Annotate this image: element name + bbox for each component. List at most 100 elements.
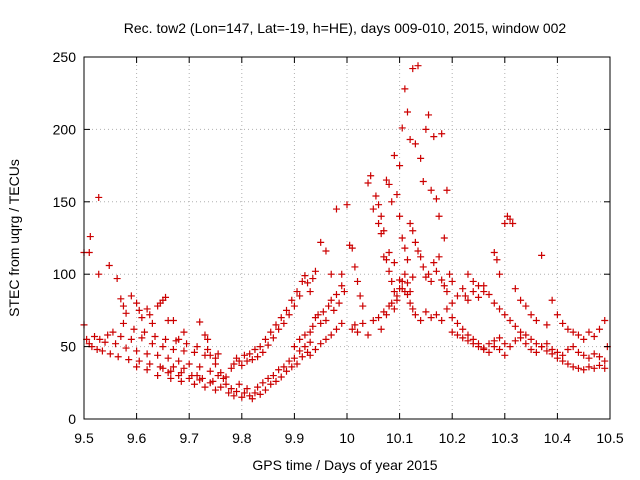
data-point [475, 282, 482, 290]
data-point [301, 343, 309, 351]
data-point [317, 319, 325, 327]
data-point [601, 364, 609, 372]
data-point [490, 248, 498, 256]
data-point [388, 198, 396, 206]
data-point [532, 317, 540, 325]
data-point [143, 350, 151, 358]
data-point [382, 256, 390, 264]
y-axis-ticks: 0 50 100 150 200 250 [53, 49, 610, 427]
data-point [193, 372, 201, 380]
data-point [127, 292, 135, 300]
data-point [359, 319, 367, 327]
data-point [422, 308, 430, 316]
data-point [196, 318, 204, 326]
data-point [338, 319, 346, 327]
data-point [538, 251, 546, 259]
data-point [403, 256, 411, 264]
data-point [511, 337, 519, 345]
data-point [425, 270, 433, 278]
x-axis-ticks: 9.5 9.6 9.7 9.8 9.9 10 10.1 10.2 10.3 10.4 10.5 [74, 57, 624, 446]
data-point [490, 337, 498, 345]
data-point [293, 288, 301, 296]
data-point [180, 347, 188, 355]
chart-title: Rec. tow2 (Lon=147, Lat=-19, h=HE), days… [124, 20, 567, 36]
data-point [432, 311, 440, 319]
data-point [419, 178, 427, 186]
data-point [522, 302, 530, 310]
data-point [133, 299, 141, 307]
data-point [527, 335, 535, 343]
data-point [175, 372, 183, 380]
data-point [246, 350, 254, 358]
data-point [261, 335, 269, 343]
data-point [175, 335, 183, 343]
data-point [509, 220, 517, 228]
data-point [409, 227, 417, 235]
data-point [261, 386, 269, 394]
data-point [448, 277, 456, 285]
x-tick-label: 10.5 [596, 430, 623, 446]
data-point [304, 279, 312, 287]
data-point [382, 311, 390, 319]
data-point [406, 220, 414, 228]
data-point [269, 372, 277, 380]
data-point [330, 306, 338, 314]
data-point [193, 343, 201, 351]
data-point [238, 393, 246, 401]
data-point [288, 363, 296, 371]
data-point [180, 364, 188, 372]
data-point [446, 270, 454, 278]
data-point [490, 299, 498, 307]
data-point [401, 85, 409, 93]
y-tick-label: 150 [53, 194, 77, 210]
data-point [243, 357, 251, 365]
data-point [569, 328, 577, 336]
data-point [222, 380, 230, 388]
data-point [385, 180, 393, 188]
data-point [317, 340, 325, 348]
data-point [414, 247, 422, 255]
data-point [427, 186, 435, 194]
data-point [256, 343, 264, 351]
data-point [264, 374, 272, 382]
data-point [275, 325, 283, 333]
data-point [217, 383, 225, 391]
data-point [403, 279, 411, 287]
data-point [559, 319, 567, 327]
data-point [169, 317, 177, 325]
data-point [595, 361, 603, 369]
data-point [459, 325, 467, 333]
data-point [417, 317, 425, 325]
data-point [204, 345, 212, 353]
data-point [214, 350, 222, 358]
data-point [230, 392, 238, 400]
data-point [217, 369, 225, 377]
data-point [430, 259, 438, 267]
data-point [112, 340, 120, 348]
data-point [390, 305, 398, 313]
data-point [403, 290, 411, 298]
data-point [143, 366, 151, 374]
data-point [306, 328, 314, 336]
data-point [440, 234, 448, 242]
data-point [332, 325, 340, 333]
data-point [95, 193, 103, 201]
data-point [338, 270, 346, 278]
data-point [401, 270, 409, 278]
data-point [522, 340, 530, 348]
data-point [459, 334, 467, 342]
data-point [532, 340, 540, 348]
data-point [206, 351, 214, 359]
data-point [574, 364, 582, 372]
data-point [119, 302, 127, 310]
y-tick-label: 50 [60, 339, 76, 355]
data-point [267, 380, 275, 388]
data-point [532, 348, 540, 356]
x-tick-label: 10.3 [491, 430, 518, 446]
data-point [251, 345, 259, 353]
data-point [372, 192, 380, 200]
data-point [511, 285, 519, 293]
x-tick-label: 9.5 [74, 430, 94, 446]
data-point [298, 353, 306, 361]
